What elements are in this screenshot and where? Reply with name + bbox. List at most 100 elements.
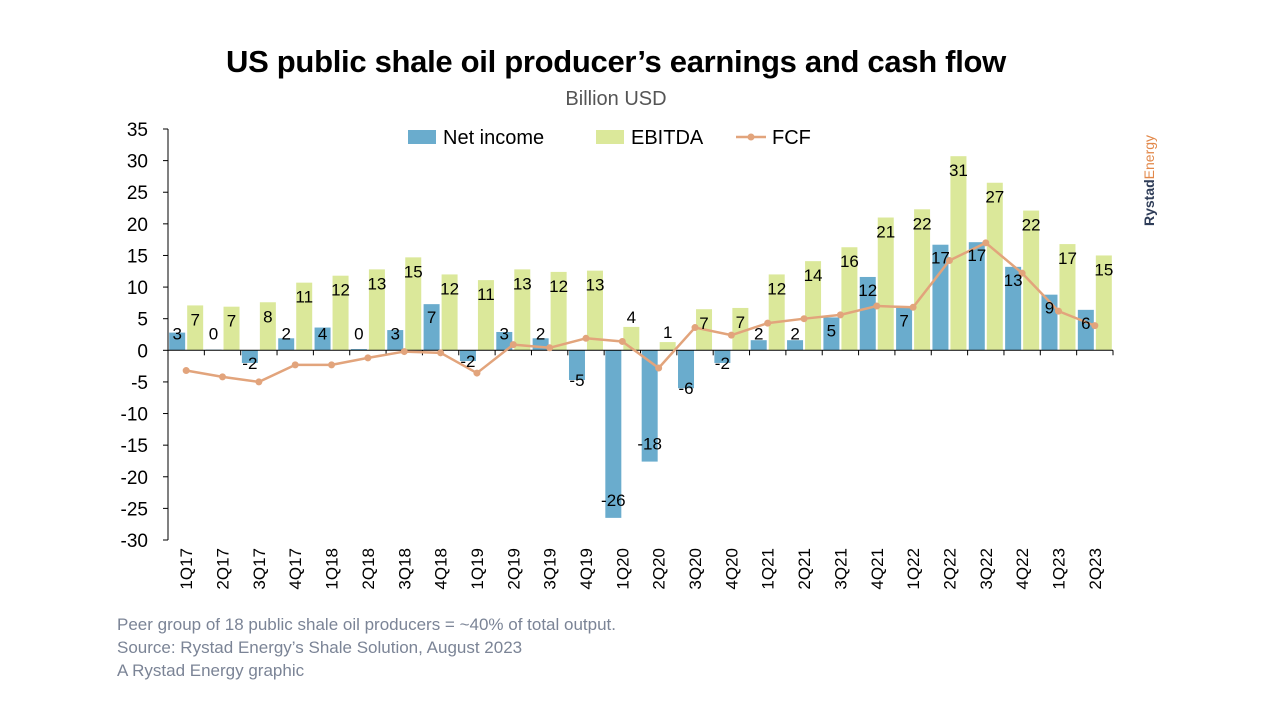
ebitda-bar [332,275,349,351]
legend-label-fcf: FCF [772,127,811,149]
fcf-point [1054,307,1062,315]
ebitda-data-label: 13 [586,276,605,295]
footer-source: Source: Rystad Energy’s Shale Solution, … [117,638,523,657]
x-tick-label: 3Q21 [831,548,850,590]
net-income-bar [678,350,695,389]
ebitda-data-label: 16 [840,252,859,271]
ebitda-data-label: 22 [1022,216,1041,235]
net-income-data-label: -5 [569,371,584,390]
x-tick-label: 1Q22 [904,548,923,590]
x-tick-label: 4Q20 [722,548,741,590]
fcf-point [691,324,699,332]
net-income-data-label: -2 [460,352,475,371]
net-income-data-label: 5 [827,321,836,340]
fcf-point [473,369,481,377]
x-tick-label: 4Q21 [868,548,887,590]
ebitda-bar [877,217,894,351]
ebitda-data-label: 11 [477,285,495,304]
ebitda-data-label: 12 [440,279,459,298]
ebitda-bar [732,307,749,351]
net-income-bar [278,338,295,351]
y-tick-label: 5 [137,310,148,331]
x-tick-label: 1Q18 [323,548,342,590]
ebitda-data-label: 13 [367,274,386,293]
x-tick-label: 2Q22 [940,548,959,590]
ebitda-bar [187,305,204,351]
x-tick-label: 4Q22 [1013,548,1032,590]
fcf-point [727,331,735,339]
brand-logo: RystadEnergy [1141,135,1157,226]
footer-note: Peer group of 18 public shale oil produc… [117,615,616,634]
x-tick-label: 1Q19 [468,548,487,590]
x-tick-label: 1Q23 [1049,548,1068,590]
net-income-data-label: -18 [637,435,662,454]
page-title: US public shale oil producer’s earnings … [226,44,1006,79]
net-income-bar [314,327,331,351]
x-tick-label: 3Q19 [541,548,560,590]
net-income-bar [568,350,585,381]
legend-swatch-ebitda [596,130,624,144]
ebitda-bar [441,274,458,351]
net-income-bar [641,350,658,462]
ebitda-bar [223,306,240,351]
net-income-bar [1005,266,1022,351]
x-tick-label: 3Q17 [250,548,269,590]
y-tick-label: -15 [121,436,148,457]
fcf-point [836,311,844,319]
legend-label-net-income: Net income [443,127,544,149]
x-tick-label: 4Q17 [286,548,305,590]
y-tick-label: -30 [121,531,148,552]
ebitda-bar [1095,255,1112,351]
fcf-point [328,361,336,369]
fcf-point [873,302,881,310]
ebitda-data-label: 12 [549,277,568,296]
y-tick-label: 0 [137,341,148,362]
ebitda-bar [950,156,967,351]
y-tick-label: 25 [127,183,148,204]
ebitda-bar [659,342,676,351]
net-income-bar [787,340,804,351]
net-income-bar [859,276,876,351]
fcf-point [364,354,372,362]
fcf-point [400,348,408,356]
page-subtitle: Billion USD [565,88,667,110]
ebitda-bar [914,209,931,351]
line-layer [182,239,1099,386]
legend-swatch-net-income [408,130,436,144]
ebitda-data-label: 17 [1058,249,1077,268]
net-income-bar [241,350,258,363]
ebitda-bar [841,247,858,351]
net-income-data-label: 0 [209,324,218,343]
net-income-data-label: 13 [1004,271,1023,290]
net-income-data-label: 6 [1081,314,1090,333]
ebitda-bar [259,302,276,351]
net-income-data-label: 4 [318,324,327,343]
ebitda-data-label: 7 [190,310,199,329]
fcf-point [546,344,554,352]
net-income-data-label: 3 [172,324,181,343]
ebitda-data-label: 8 [263,307,272,326]
y-tick-label: -10 [121,405,148,426]
x-tick-label: 2Q20 [650,548,669,590]
ebitda-data-label: 31 [949,161,968,180]
x-tick-label: 3Q22 [977,548,996,590]
net-income-data-label: 3 [391,324,400,343]
net-income-data-label: -2 [242,354,257,373]
labels-layer: 3707-28211412013315712-211313212-513-264… [172,161,1113,510]
ebitda-data-label: 15 [1094,260,1113,279]
fcf-point [182,367,190,375]
net-income-bar [350,349,367,351]
x-tick-label: 4Q18 [432,548,451,590]
net-income-bar [750,340,767,351]
ebitda-data-label: 14 [804,266,823,285]
ebitda-bar [368,269,385,351]
net-income-data-label: 17 [931,249,950,268]
x-tick-label: 2Q17 [214,548,233,590]
net-income-data-label: 0 [354,324,363,343]
net-income-bar [496,331,513,351]
x-tick-label: 2Q21 [795,548,814,590]
ebitda-bar [586,270,603,351]
ebitda-data-label: 13 [513,274,532,293]
fcf-line [185,241,1096,384]
